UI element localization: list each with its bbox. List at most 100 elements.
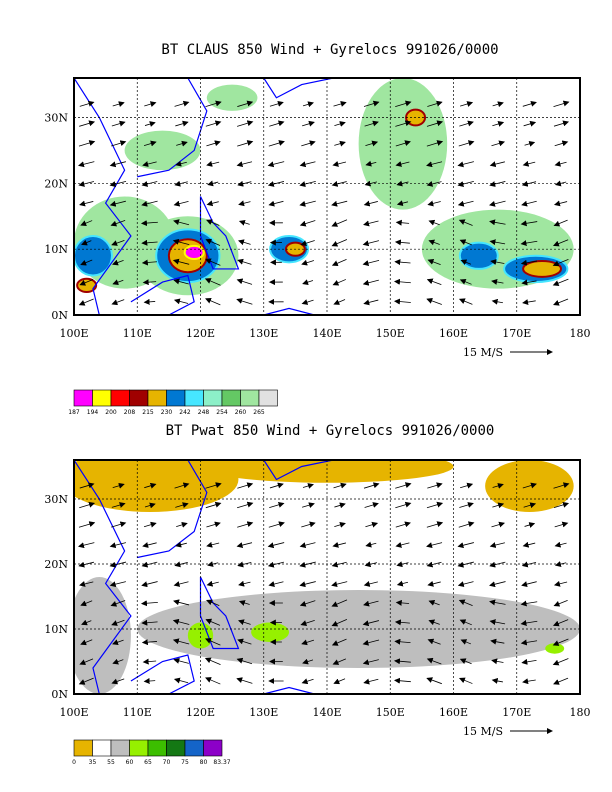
bottom-wind-vector [80,639,93,646]
top-wind-vector [553,120,570,127]
top-wind-vector [491,278,504,285]
bottom-wind-vector [553,599,568,607]
bottom-wind-vector [520,620,538,626]
bottom-wind-vector [459,658,472,665]
bottom-wind-vector [459,502,474,508]
top-colorbar-swatch [129,389,149,407]
top-colorbar-swatch [184,389,204,407]
bottom-wind-vector [205,677,221,685]
top-wind-vector [110,219,126,227]
top-wind-vector [172,238,190,245]
top-wind-vector [112,259,124,266]
top-wind-vector [426,161,443,168]
bottom-wind-vector [142,542,157,548]
top-wind-vector [393,278,411,285]
top-wind-vector [236,161,253,168]
top-wind-vector [396,200,409,207]
bottom-wind-vector [521,581,537,588]
top-wind-vector [299,181,316,187]
top-wind-vector [173,219,190,226]
top-wind-vector [302,101,314,108]
top-wind-vector [205,238,221,246]
bottom-wind-vector [491,521,506,528]
top-wind-vector [175,120,189,127]
bottom-wind-vector [427,482,443,489]
bottom-wind-vector [460,639,472,645]
top-wind-vector [79,200,94,207]
top-wind-vector [141,239,158,246]
top-wind-vector [395,140,411,147]
top-wind-vector [460,101,474,107]
bottom-wind-vector [489,599,506,606]
bottom-wind-vector [78,521,96,528]
bottom-wind-vector [553,580,568,587]
top-wind-vector [268,200,284,207]
top-x-tick-label: 100E [59,327,88,340]
top-colorbar-label: 265 [253,409,265,416]
top-coastline [263,78,334,99]
bottom-x-tick-label: 150E [376,706,405,719]
bottom-wind-vector [79,658,94,665]
top-wind-vector [394,259,411,266]
bottom-wind-vector [552,638,569,646]
top-wind-vector [457,200,474,207]
top-wind-vector [79,120,96,127]
bottom-wind-vector [524,522,536,528]
bottom-wind-vector [144,502,156,509]
bottom-wind-vector [331,599,348,607]
top-wind-vector [237,180,252,187]
top-wind-vector [79,100,95,107]
bottom-wind-vector [395,541,410,548]
top-wind-vector [553,219,568,227]
top-wind-vector [301,120,315,127]
bottom-y-tick-label: 30N [44,493,68,506]
top-wind-vector [140,220,158,227]
bottom-wind-vector [141,561,158,568]
bottom-shaded-region [251,622,290,642]
bottom-wind-vector [268,521,285,528]
bottom-wind-vector [554,521,569,528]
bottom-wind-vector [332,658,347,665]
bottom-wind-vector [236,542,253,549]
bottom-wind-vector [175,541,187,548]
bottom-wind-vector [334,502,346,509]
top-vector-scale-label: 15 M/S [463,346,503,359]
top-wind-vector [173,200,189,207]
top-wind-vector [109,200,126,207]
top-shaded-region [206,84,258,111]
top-wind-vector [362,259,380,266]
bottom-wind-vector [206,599,220,606]
top-coastline [74,78,132,315]
top-colorbar-swatch [92,389,112,407]
top-wind-vector [520,220,538,227]
top-wind-vector [111,140,127,147]
bottom-wind-vector [459,619,472,626]
top-wind-vector [175,160,187,167]
top-wind-vector [204,278,221,286]
bottom-y-tick-label: 20N [44,558,68,571]
bottom-wind-vector [426,657,442,665]
bottom-wind-vector [393,677,411,684]
bottom-wind-vector [457,581,474,588]
top-wind-vector [362,279,379,286]
top-colorbar-swatch [147,389,167,407]
top-wind-vector [267,181,285,187]
bottom-colorbar-swatch [73,739,93,757]
top-wind-vector [458,298,473,305]
top-y-tick-label: 0N [51,309,68,322]
top-wind-vector [363,100,380,107]
top-wind-vector [142,279,157,286]
bottom-wind-vector [238,619,251,626]
top-wind-vector [491,140,506,147]
bottom-colorbar-label: 65 [144,759,152,766]
bottom-colorbar-label: 70 [163,759,171,766]
top-wind-vector [522,100,537,107]
bottom-wind-vector [81,619,92,626]
top-wind-vector [554,140,569,147]
top-wind-vector [489,219,506,226]
bottom-wind-vector [362,620,380,627]
bottom-wind-vector [334,521,346,528]
bottom-plot-area [74,460,580,694]
top-wind-vector [206,200,219,207]
bottom-wind-vector [205,638,221,646]
